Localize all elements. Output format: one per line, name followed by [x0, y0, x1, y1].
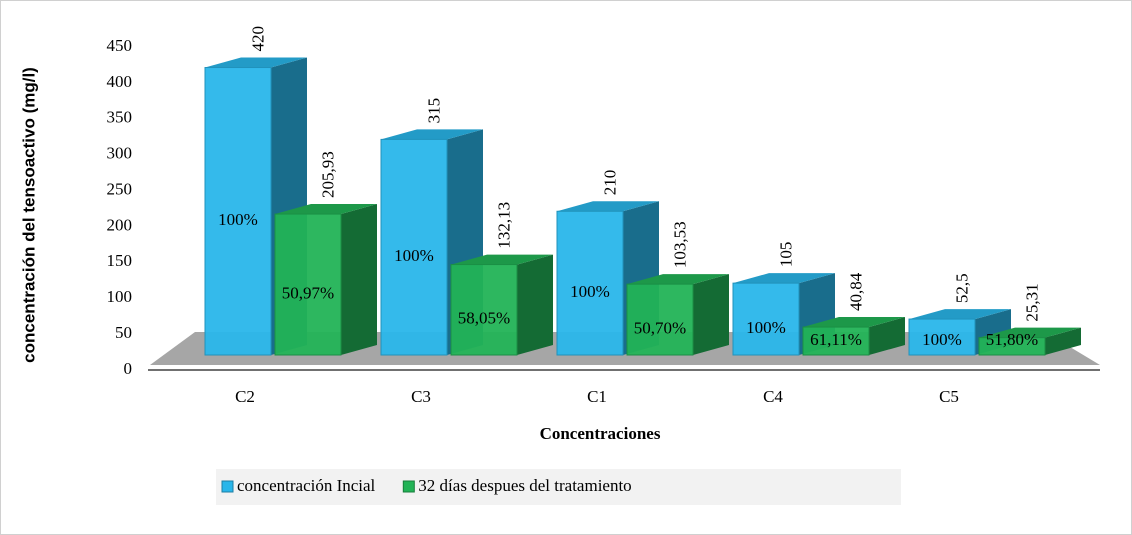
bar — [204, 67, 272, 356]
y-tick-label: 150 — [107, 251, 133, 270]
bar-side — [341, 204, 377, 355]
legend-swatch — [402, 480, 415, 493]
inner-label: 50,70% — [634, 318, 686, 337]
y-tick-label: 250 — [107, 179, 133, 198]
data-label: 210 — [601, 170, 620, 196]
inner-label: 51,80% — [986, 330, 1038, 349]
inner-label: 100% — [922, 330, 962, 349]
inner-label: 100% — [746, 318, 786, 337]
y-tick-label: 300 — [107, 144, 133, 163]
bar — [908, 318, 976, 356]
legend-label: 32 días despues del tratamiento — [418, 476, 631, 495]
bar-top — [205, 57, 307, 68]
bar-top — [627, 274, 729, 285]
inner-label: 58,05% — [458, 309, 510, 328]
bar-side — [517, 254, 553, 355]
bar-top — [733, 273, 835, 284]
inner-label: 100% — [394, 246, 434, 265]
y-tick-label: 450 — [107, 36, 133, 55]
bar-side — [693, 274, 729, 355]
y-tick-label: 350 — [107, 108, 133, 127]
x-tick-label: C1 — [587, 387, 607, 406]
legend-label: concentración Incial — [237, 476, 376, 495]
bar — [626, 283, 694, 356]
bar-top — [803, 317, 905, 328]
bar-top — [381, 129, 483, 140]
legend-swatch — [221, 480, 234, 493]
bar-top — [275, 204, 377, 215]
y-tick-label: 200 — [107, 215, 133, 234]
data-label: 205,93 — [319, 151, 338, 198]
y-tick-label: 400 — [107, 72, 133, 91]
bar — [274, 213, 342, 356]
y-tick-label: 0 — [124, 359, 133, 378]
x-tick-label: C3 — [411, 387, 431, 406]
y-tick-label: 100 — [107, 287, 133, 306]
inner-label: 100% — [570, 282, 610, 301]
y-axis-title: concentración del tensoactivo (mg/l) — [19, 67, 38, 363]
data-label: 315 — [425, 98, 444, 124]
data-label: 25,31 — [1023, 283, 1042, 321]
bar — [732, 282, 800, 356]
bar-top — [909, 309, 1011, 320]
x-tick-label: C5 — [939, 387, 959, 406]
bar-top — [451, 254, 553, 265]
inner-label: 61,11% — [810, 330, 862, 349]
data-label: 105 — [777, 242, 796, 268]
data-label: 52,5 — [953, 273, 972, 303]
data-label: 103,53 — [671, 221, 690, 268]
x-tick-label: C4 — [763, 387, 783, 406]
x-tick-label: C2 — [235, 387, 255, 406]
inner-label: 100% — [218, 210, 258, 229]
y-tick-label: 50 — [115, 323, 132, 342]
bar-side — [869, 317, 905, 355]
bar-top — [979, 327, 1081, 338]
bar — [380, 138, 448, 356]
bar-top — [557, 201, 659, 212]
data-label: 132,13 — [495, 202, 514, 249]
bar — [978, 337, 1046, 356]
data-label: 420 — [249, 26, 268, 52]
legend — [216, 469, 901, 505]
bar — [450, 264, 518, 356]
bar — [556, 210, 624, 356]
inner-label: 50,97% — [282, 283, 334, 302]
bar-side — [1045, 327, 1081, 355]
bar — [802, 326, 870, 356]
x-axis-title: Concentraciones — [540, 424, 661, 443]
data-label: 40,84 — [847, 272, 866, 311]
